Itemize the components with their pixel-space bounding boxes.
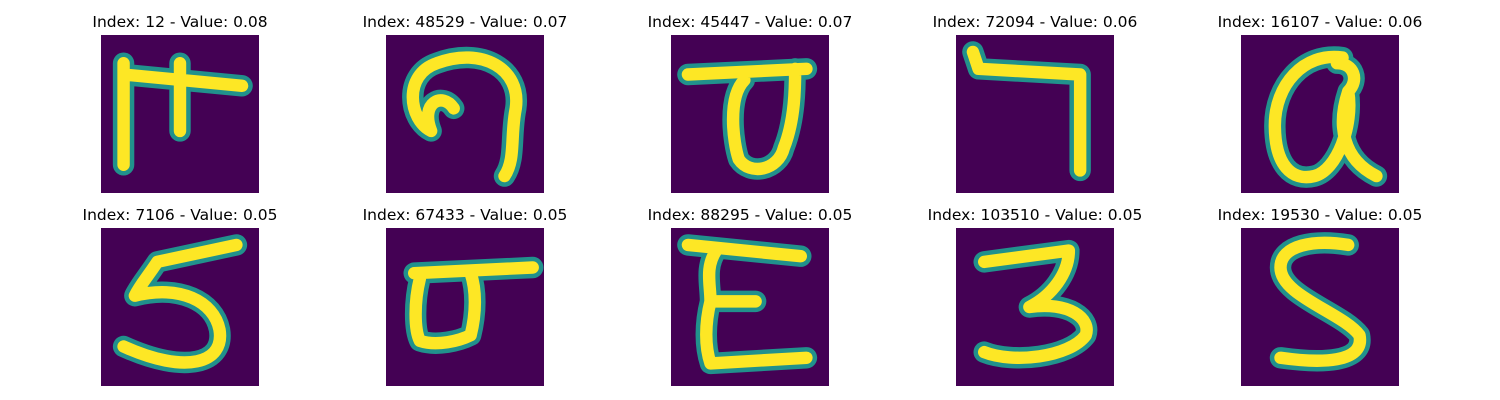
grid-panel-9: Index: 103510 - Value: 0.05 bbox=[900, 205, 1170, 390]
grid-panel-4: Index: 72094 - Value: 0.06 bbox=[900, 12, 1170, 197]
panel-title: Index: 7106 - Value: 0.05 bbox=[82, 206, 278, 224]
grid-panel-10: Index: 19530 - Value: 0.05 bbox=[1185, 205, 1455, 390]
panel-title: Index: 16107 - Value: 0.06 bbox=[1217, 13, 1423, 31]
handwritten-glyph-3-icon bbox=[671, 35, 829, 193]
grid-panel-5: Index: 16107 - Value: 0.06 bbox=[1185, 12, 1455, 197]
handwritten-glyph-4-icon bbox=[956, 35, 1114, 193]
handwritten-glyph-5-icon bbox=[1241, 35, 1399, 193]
grid-panel-1: Index: 12 - Value: 0.08 bbox=[45, 12, 315, 197]
grid-panel-3: Index: 45447 - Value: 0.07 bbox=[615, 12, 885, 197]
handwritten-glyph-8-icon bbox=[671, 228, 829, 386]
handwritten-glyph-9-icon bbox=[956, 228, 1114, 386]
grid-panel-8: Index: 88295 - Value: 0.05 bbox=[615, 205, 885, 390]
panel-title: Index: 45447 - Value: 0.07 bbox=[647, 13, 853, 31]
handwritten-glyph-6-icon bbox=[101, 228, 259, 386]
grid-panel-2: Index: 48529 - Value: 0.07 bbox=[330, 12, 600, 197]
handwritten-glyph-7-icon bbox=[386, 228, 544, 386]
grid-panel-7: Index: 67433 - Value: 0.05 bbox=[330, 205, 600, 390]
panel-title: Index: 88295 - Value: 0.05 bbox=[647, 206, 853, 224]
grid-panel-6: Index: 7106 - Value: 0.05 bbox=[45, 205, 315, 390]
panel-title: Index: 103510 - Value: 0.05 bbox=[927, 206, 1143, 224]
panel-title: Index: 67433 - Value: 0.05 bbox=[362, 206, 568, 224]
panel-title: Index: 48529 - Value: 0.07 bbox=[362, 13, 568, 31]
handwritten-glyph-2-icon bbox=[386, 35, 544, 193]
handwritten-glyph-10-icon bbox=[1241, 228, 1399, 386]
panel-title: Index: 19530 - Value: 0.05 bbox=[1217, 206, 1423, 224]
handwritten-glyph-1-icon bbox=[101, 35, 259, 193]
panel-title: Index: 72094 - Value: 0.06 bbox=[932, 13, 1138, 31]
panel-title: Index: 12 - Value: 0.08 bbox=[92, 13, 268, 31]
